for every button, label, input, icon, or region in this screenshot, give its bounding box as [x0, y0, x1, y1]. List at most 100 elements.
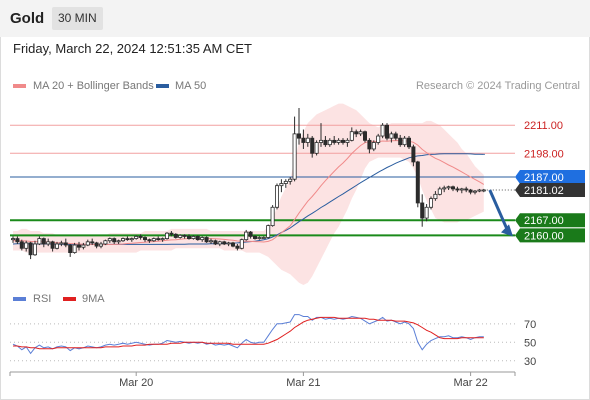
- level-tag: [515, 228, 585, 243]
- candle-body: [239, 239, 244, 249]
- candle-body: [450, 186, 455, 190]
- candle-body: [327, 139, 332, 146]
- candle-body: [200, 237, 205, 241]
- candle-body: [292, 133, 297, 180]
- rsi-ma-legend-swatch: [63, 297, 76, 301]
- candle-body: [349, 131, 354, 141]
- candle-body: [477, 189, 482, 192]
- candle-body: [446, 186, 451, 189]
- candle-body: [33, 243, 38, 256]
- candle-body: [406, 137, 411, 148]
- candle-body: [138, 236, 143, 238]
- candle-body: [305, 137, 310, 143]
- candle-body: [398, 137, 403, 146]
- candle-body: [270, 206, 275, 227]
- rsi-legend-swatch: [13, 297, 26, 301]
- copyright-text: Research © 2024 Trading Central: [415, 80, 580, 92]
- candle-body: [99, 243, 104, 247]
- x-tick-label: Mar 22: [453, 377, 487, 389]
- candle-body: [222, 241, 227, 245]
- candle-body: [389, 133, 394, 139]
- candle-body: [252, 236, 257, 239]
- candle-body: [323, 139, 328, 146]
- candle-body: [358, 131, 363, 135]
- candle-body: [164, 232, 169, 239]
- candle-body: [125, 238, 130, 241]
- level-label: 2211.00: [524, 120, 563, 132]
- candle-body: [156, 238, 161, 241]
- candle-body: [283, 180, 288, 184]
- candle-body: [41, 238, 46, 245]
- candle-body: [19, 241, 24, 249]
- candle-body: [77, 244, 82, 248]
- candle-body: [147, 239, 152, 242]
- candle-body: [380, 124, 385, 137]
- candle-body: [442, 187, 447, 190]
- candle-body: [261, 237, 266, 239]
- candle-body: [244, 231, 249, 241]
- candle-body: [81, 244, 86, 248]
- candle-body: [248, 231, 253, 237]
- candle-body: [424, 206, 429, 219]
- candle-body: [142, 237, 147, 241]
- level-label: 2198.00: [524, 148, 564, 160]
- candle-body: [178, 234, 183, 238]
- x-tick-label: Mar 21: [286, 377, 320, 389]
- candle-body: [186, 236, 191, 239]
- candle-body: [217, 241, 222, 245]
- rsi-ma-legend-label: 9MA: [82, 293, 105, 305]
- candle-body: [354, 131, 359, 135]
- candle-body: [37, 238, 42, 245]
- candle-body: [318, 139, 323, 143]
- candle-body: [336, 139, 341, 143]
- candle-body: [94, 242, 99, 247]
- candle-body: [455, 188, 460, 191]
- candle-body: [411, 146, 416, 163]
- candle-body: [195, 236, 200, 241]
- candle-body: [393, 133, 398, 139]
- interval-badge[interactable]: 30 MIN: [52, 7, 103, 30]
- candle-body: [24, 242, 29, 249]
- candle-body: [173, 233, 178, 238]
- candle-body: [420, 202, 425, 219]
- candle-body: [10, 238, 15, 241]
- candle-body: [160, 238, 165, 241]
- symbol-title: Gold: [10, 10, 45, 27]
- candle-body: [226, 242, 231, 245]
- title-bar: Gold 30 MIN: [0, 0, 590, 37]
- candle-body: [428, 198, 433, 208]
- candle-body: [208, 240, 213, 243]
- candle-body: [72, 244, 77, 254]
- candle-body: [182, 234, 187, 237]
- level-label: 2187.00: [524, 172, 564, 184]
- candle-body: [204, 237, 209, 243]
- forecast-arrow-head: [501, 224, 513, 237]
- candle-body: [169, 232, 174, 235]
- rsi-tick-label: 30: [524, 356, 536, 368]
- level-tag: [515, 182, 585, 197]
- candle-body: [472, 190, 477, 193]
- candle-body: [371, 142, 376, 150]
- level-label: 2181.02: [524, 185, 564, 197]
- candle-body: [15, 238, 20, 243]
- candle-body: [107, 238, 112, 242]
- candle-body: [340, 139, 345, 143]
- candle-body: [112, 238, 117, 243]
- rsi-tick-label: 50: [524, 337, 536, 349]
- candle-body: [402, 137, 407, 146]
- candle-body: [296, 133, 301, 139]
- candle-body: [103, 240, 108, 245]
- candle-body: [384, 124, 389, 139]
- level-label: 2160.00: [524, 230, 564, 242]
- candle-body: [90, 241, 95, 244]
- candle-body: [50, 241, 55, 249]
- candle-body: [362, 131, 367, 141]
- candle-body: [279, 183, 284, 187]
- x-tick-label: Mar 20: [119, 377, 153, 389]
- candle-body: [28, 242, 33, 256]
- ma20-legend-swatch: [13, 84, 26, 88]
- candle-body: [230, 242, 235, 247]
- candle-body: [46, 241, 51, 245]
- candle-body: [274, 185, 279, 208]
